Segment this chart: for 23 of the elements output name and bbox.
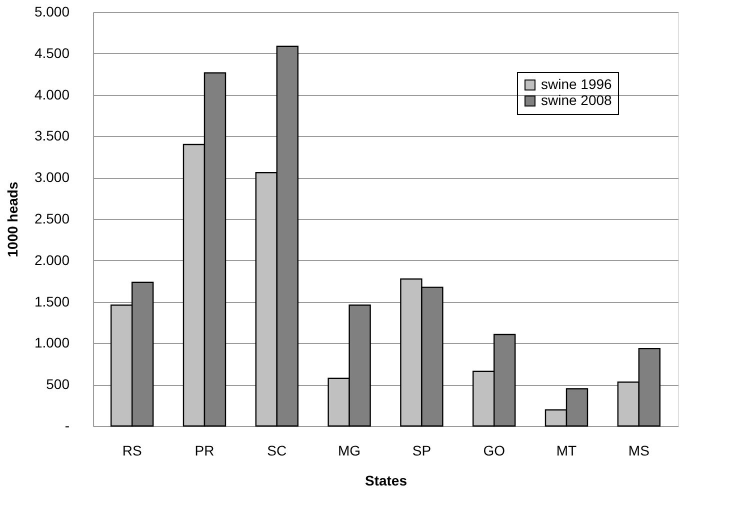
y-tick-label: 4.500: [34, 44, 70, 61]
y-axis-title: 1000 heads: [4, 182, 20, 258]
y-tick-label: 3.000: [34, 169, 70, 186]
y-tick-label: 500: [46, 376, 70, 392]
y-tick-label: 5.000: [34, 4, 70, 20]
y-tick-label: 1.000: [34, 334, 70, 351]
y-tick-label: 2.500: [34, 210, 70, 226]
y-tick-label: 4.000: [34, 86, 70, 102]
x-tick-label: MT: [556, 442, 578, 458]
y-tick-label: 1.500: [34, 293, 70, 310]
x-tick-label: MS: [628, 442, 650, 458]
x-tick-label: MG: [338, 442, 361, 458]
x-tick-label: RS: [122, 442, 142, 458]
x-tick-label: GO: [483, 442, 506, 458]
x-tick-label: SP: [412, 442, 432, 458]
x-tick-label: PR: [194, 442, 214, 458]
x-tick-label: SC: [267, 442, 287, 458]
legend-label: swine 2008: [541, 92, 612, 108]
y-tick-label: 3.500: [34, 128, 70, 144]
x-axis-title: States: [364, 472, 408, 488]
y-tick-label: -: [64, 418, 70, 434]
y-tick-label: 2.000: [34, 252, 70, 268]
legend-label: swine 1996: [541, 76, 612, 92]
